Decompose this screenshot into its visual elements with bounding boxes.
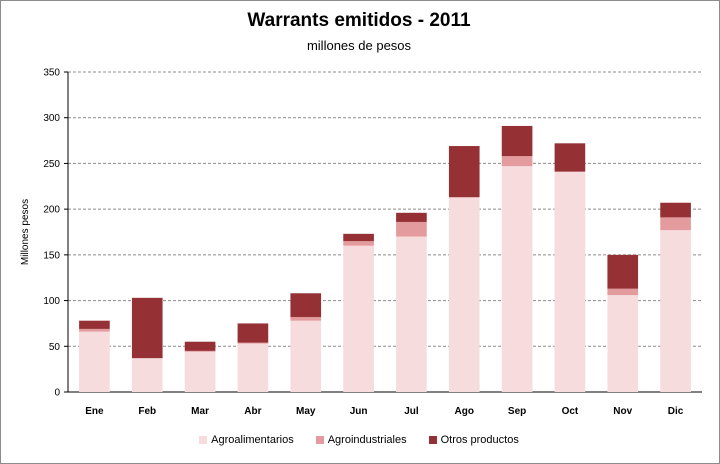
y-tick-label: 300 — [43, 113, 60, 124]
legend-swatch — [315, 436, 324, 444]
bar-ago-series-0 — [448, 197, 480, 392]
bar-dic-series-2 — [660, 202, 691, 218]
x-tick-label: Jul — [404, 406, 419, 417]
x-tick-label: Abr — [244, 406, 261, 417]
chart-title: Warrants emitidos - 2011 — [247, 10, 471, 31]
y-tick-label: 50 — [49, 342, 61, 353]
chart-legend: Agroalimentarios Agroindustriales Otros pr… — [0, 434, 718, 446]
legend-item: Agroindustriales — [315, 434, 407, 446]
bar-ene-series-1 — [79, 328, 110, 332]
bar-jul-series-0 — [396, 236, 427, 392]
bar-mar-series-0 — [184, 351, 216, 392]
bar-mar-series-2 — [184, 341, 216, 351]
legend-label: Agroindustriales — [327, 434, 407, 446]
legend-swatch — [428, 436, 437, 444]
x-tick-label: Nov — [613, 406, 632, 417]
bar-mar-series-1 — [184, 350, 216, 352]
bar-jul-series-2 — [396, 212, 427, 222]
x-tick-label: May — [296, 406, 316, 417]
bar-nov-series-1 — [607, 288, 639, 296]
bar-oct-series-2 — [554, 143, 586, 172]
x-tick-label: Sep — [508, 406, 526, 417]
y-tick-label: 250 — [43, 159, 60, 170]
legend-label: Agroalimentarios — [211, 434, 294, 446]
bar-dic-series-0 — [660, 230, 691, 392]
legend-label: Otros productos — [440, 434, 519, 446]
bar-jun-series-1 — [343, 241, 374, 246]
bar-sep-series-1 — [501, 156, 533, 167]
y-tick-label: 100 — [43, 296, 60, 307]
legend-item: Agroalimentarios — [199, 434, 294, 446]
bar-dic-series-1 — [660, 217, 691, 231]
bar-ago-series-2 — [448, 146, 480, 198]
bar-oct-series-0 — [554, 171, 586, 392]
bar-abr-series-1 — [237, 342, 269, 344]
x-tick-label: Oct — [562, 406, 579, 417]
bar-may-series-0 — [290, 320, 322, 392]
bar-abr-series-2 — [237, 323, 269, 343]
y-tick-label: 200 — [43, 205, 60, 216]
x-tick-label: Feb — [138, 406, 156, 417]
bar-jun-series-0 — [343, 245, 374, 392]
bar-jun-series-2 — [343, 233, 374, 242]
x-tick-label: Ene — [85, 406, 104, 417]
y-axis-label: Millones pesos — [20, 199, 31, 265]
y-tick-label: 150 — [43, 250, 60, 261]
bar-sep-series-0 — [501, 166, 533, 392]
bar-jul-series-1 — [396, 221, 427, 237]
legend-swatch — [199, 436, 208, 444]
bar-may-series-2 — [290, 293, 322, 318]
bar-abr-series-0 — [237, 343, 269, 392]
bar-nov-series-0 — [607, 295, 639, 392]
y-tick-label: 350 — [43, 68, 60, 79]
bar-feb-series-2 — [131, 297, 163, 359]
bar-sep-series-2 — [501, 125, 533, 157]
x-tick-label: Jun — [350, 406, 368, 417]
x-tick-label: Dic — [668, 406, 684, 417]
legend-item: Otros productos — [428, 434, 519, 446]
y-tick-label: 0 — [54, 388, 60, 399]
x-tick-label: Mar — [191, 406, 209, 417]
bar-ene-series-2 — [79, 320, 110, 329]
bar-feb-series-0 — [131, 358, 163, 392]
bar-ene-series-0 — [79, 331, 110, 392]
chart-subtitle: millones de pesos — [306, 38, 412, 53]
x-tick-label: Ago — [455, 406, 474, 417]
bar-nov-series-2 — [607, 254, 639, 289]
bar-may-series-1 — [290, 317, 322, 321]
